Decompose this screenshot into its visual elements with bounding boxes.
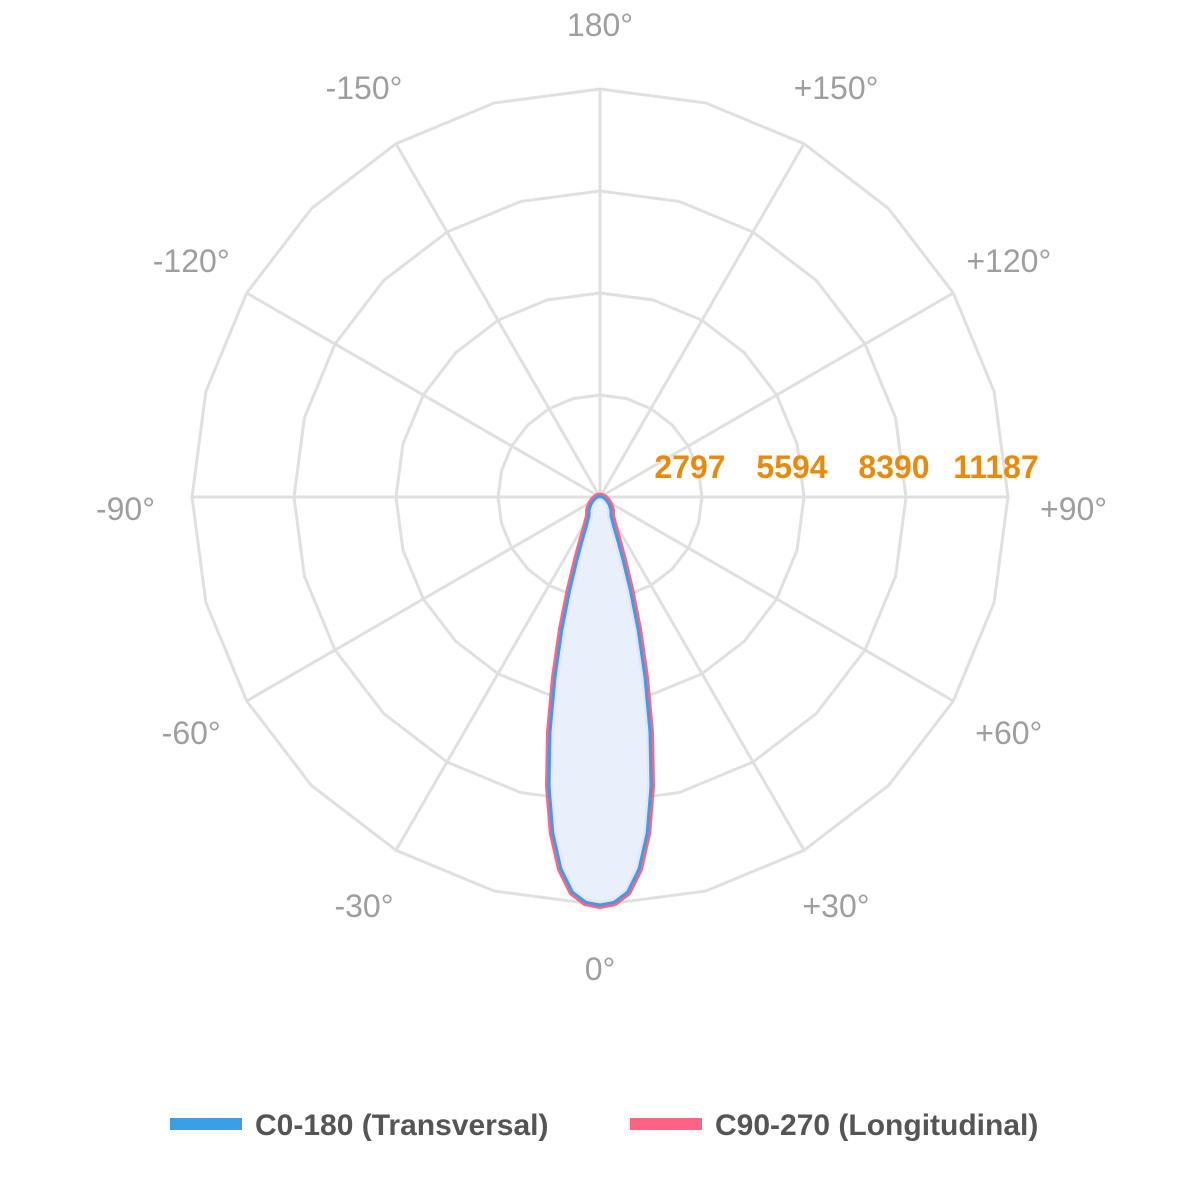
grid-spoke-60: [599, 495, 955, 703]
angle-label-120: +120°: [966, 243, 1051, 279]
grid-spoke-150: [598, 142, 806, 498]
legend-label-c0-180[interactable]: C0-180 (Transversal): [255, 1109, 549, 1142]
angle-label-60: +60°: [975, 715, 1042, 751]
angle-label-minus-30: -30°: [334, 888, 393, 924]
radial-tick-label-4: 11187: [953, 449, 1038, 485]
angle-label-minus-150: -150°: [326, 70, 403, 106]
grid-spoke-30: [598, 496, 806, 852]
angle-label-minus-90: -90°: [96, 491, 155, 527]
grid-spoke-210: [394, 142, 602, 498]
radial-tick-labels: 2797 5594 8390 11187: [654, 449, 1038, 485]
angle-label-90: +90°: [1040, 491, 1107, 527]
grid-spoke-300: [245, 495, 601, 703]
angle-label-minus-60: -60°: [162, 715, 221, 751]
legend-label-c90-270[interactable]: C90-270 (Longitudinal): [715, 1109, 1038, 1142]
legend[interactable]: C0-180 (Transversal) C90-270 (Longitudin…: [170, 1109, 1038, 1142]
legend-swatch-c0-180[interactable]: [170, 1118, 242, 1130]
angle-label-150: +150°: [794, 70, 879, 106]
radial-tick-label-2: 5594: [756, 449, 827, 485]
angle-label-0: 0°: [585, 951, 616, 987]
radial-tick-label-1: 2797: [654, 449, 725, 485]
radial-tick-label-3: 8390: [858, 449, 929, 485]
angle-labels: 180° +150° +120° +90° +60° +30° 0° -30° -60° -90°…: [96, 7, 1107, 987]
series-layer: [545, 492, 655, 909]
series-c0-180-curve: [547, 495, 653, 907]
grid-spoke-240: [245, 291, 601, 499]
legend-swatch-c90-270[interactable]: [630, 1118, 702, 1130]
angle-label-minus-120: -120°: [153, 243, 230, 279]
angle-label-180: 180°: [567, 7, 633, 43]
angle-label-30: +30°: [802, 888, 869, 924]
polar-grid: [190, 87, 1010, 907]
grid-spoke-330: [394, 496, 602, 852]
grid-spoke-120: [599, 291, 955, 499]
